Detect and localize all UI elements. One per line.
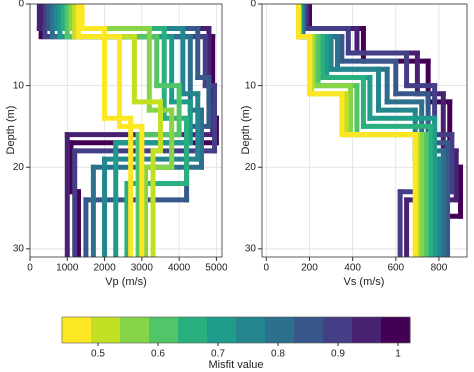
profiles <box>296 4 464 257</box>
axes-frame <box>29 3 223 258</box>
profile <box>61 4 190 257</box>
x-tick-label: 2000 <box>93 263 116 274</box>
y-tick-label: 0 <box>250 0 256 10</box>
y-tick-label: 0 <box>18 0 24 10</box>
x-tick-label: 5000 <box>205 263 228 274</box>
profile <box>79 4 134 257</box>
x-tick-label: 0 <box>27 263 33 274</box>
colorbar-block <box>120 317 150 343</box>
x-tick-label: 600 <box>387 263 404 274</box>
profile <box>75 4 145 257</box>
x-axis-label: Vp (m/s) <box>105 276 147 288</box>
x-tick-label: 0 <box>264 263 270 274</box>
y-tick-label: 10 <box>13 80 25 91</box>
colorbar-block <box>207 317 237 343</box>
profile <box>296 4 418 257</box>
colorbar-tick-label: 0.7 <box>211 349 225 360</box>
colorbar-block <box>323 317 353 343</box>
colorbar-block <box>265 317 295 343</box>
colorbar-block <box>381 317 411 343</box>
y-tick-label: 10 <box>245 80 257 91</box>
x-tick-label: 400 <box>344 263 361 274</box>
y-tick-label: 30 <box>13 243 25 254</box>
colorbar-block <box>294 317 324 343</box>
y-tick-label: 30 <box>245 243 257 254</box>
colorbar-block <box>236 317 266 343</box>
colorbar-frame <box>61 316 411 344</box>
y-tick-label: 20 <box>13 162 25 173</box>
x-tick-label: 1000 <box>56 263 79 274</box>
x-tick-label: 4000 <box>168 263 191 274</box>
x-tick-label: 3000 <box>131 263 154 274</box>
x-tick-label: 200 <box>301 263 318 274</box>
colorbar-tick-label: 0.9 <box>331 349 345 360</box>
x-tick-label: 800 <box>431 263 448 274</box>
y-tick-label: 20 <box>245 162 257 173</box>
x-axis-label: Vs (m/s) <box>344 276 385 288</box>
colorbar-label: Misfit value <box>208 359 263 371</box>
colorbar-tick-label: 0.5 <box>91 349 105 360</box>
y-axis-label: Depth (m) <box>5 106 17 155</box>
colorbar-block <box>149 317 179 343</box>
axes-frame <box>261 3 468 258</box>
colorbar-tick-label: 1 <box>395 349 401 360</box>
profiles <box>36 4 219 257</box>
y-axis-label: Depth (m) <box>240 106 252 155</box>
colorbar-block <box>352 317 382 343</box>
colorbar-block <box>62 317 92 343</box>
colorbar-block <box>178 317 208 343</box>
colorbar-tick-label: 0.6 <box>151 349 165 360</box>
colorbar-block <box>91 317 121 343</box>
colorbar-tick-label: 0.8 <box>271 349 285 360</box>
